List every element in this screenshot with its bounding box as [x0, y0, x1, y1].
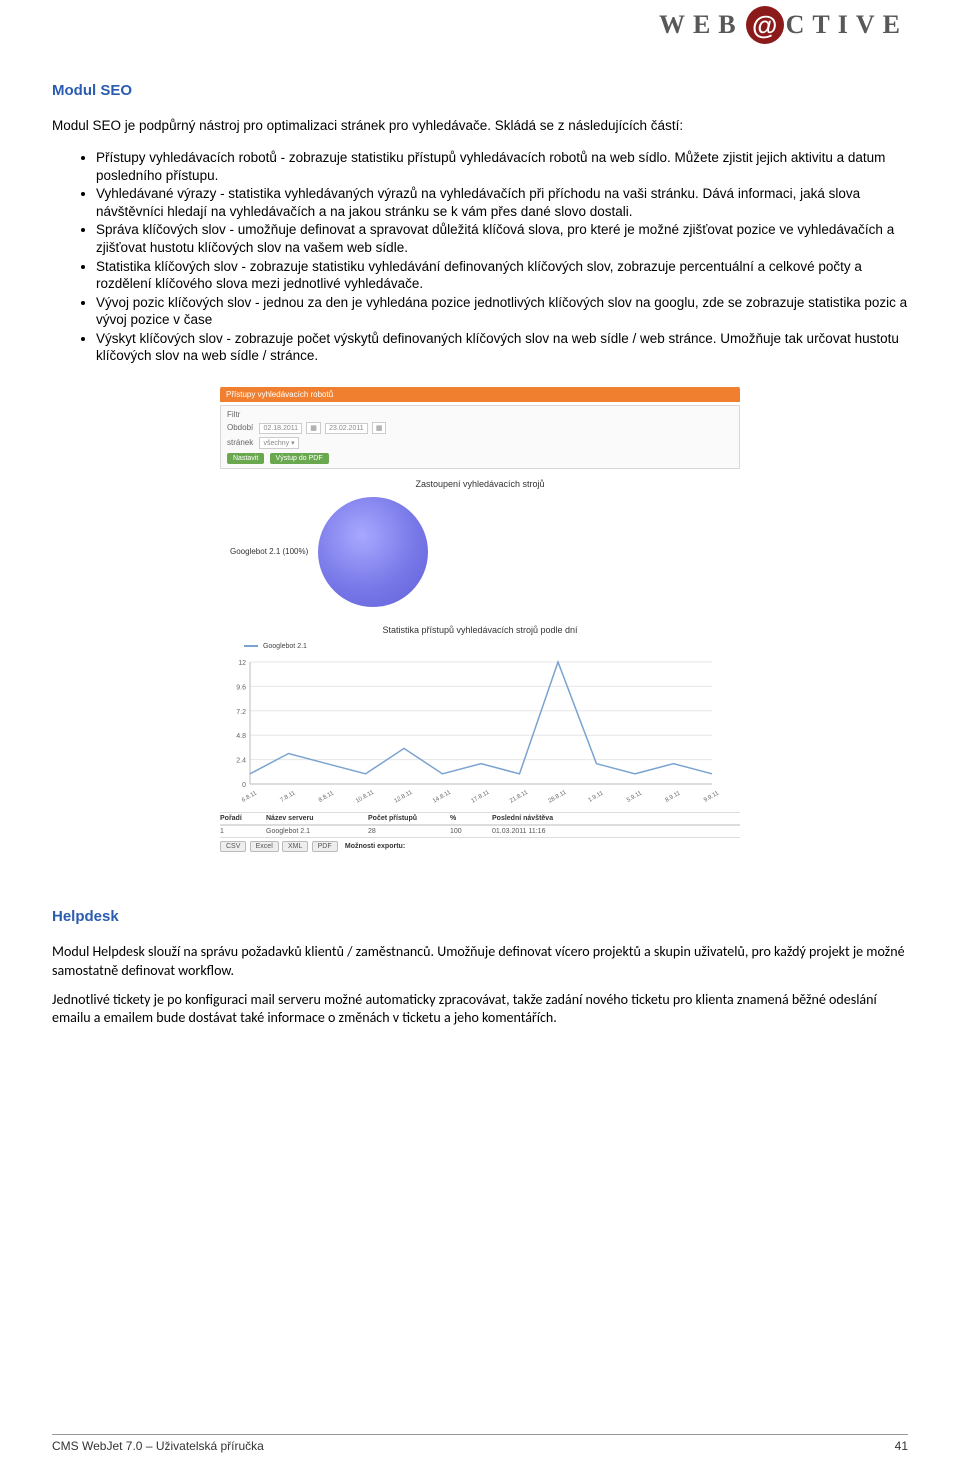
apply-filter-button[interactable]: Nastavit [227, 453, 264, 464]
export-label: Možnosti exportu: [345, 843, 405, 850]
cell-count: 28 [368, 828, 438, 835]
helpdesk-para1: Modul Helpdesk slouží na správu požadavk… [52, 943, 908, 981]
logo-part2: CTIVE [786, 10, 908, 40]
line-chart-legend: Googlebot 2.1 [244, 643, 740, 650]
svg-text:21.8.11: 21.8.11 [509, 789, 530, 804]
svg-text:7.8.11: 7.8.11 [279, 790, 297, 804]
col-count: Počet přístupů [368, 815, 438, 822]
svg-text:10.8.11: 10.8.11 [355, 789, 376, 804]
pie-chart: Googlebot 2.1 (100%) [230, 497, 740, 607]
panel-header: Přístupy vyhledávacích robotů [220, 387, 740, 402]
date-from-input[interactable]: 02.18.2011 [259, 423, 302, 434]
seo-bullet-list: Přístupy vyhledávacích robotů - zobrazuj… [52, 149, 908, 365]
legend-swatch [244, 645, 258, 647]
svg-text:12.8.11: 12.8.11 [394, 789, 415, 804]
cell-percent: 100 [450, 828, 480, 835]
page-footer: CMS WebJet 7.0 – Uživatelská příručka 41 [52, 1434, 908, 1453]
export-buttons: CSV Excel XML PDF Možnosti exportu: [220, 841, 740, 852]
svg-text:0: 0 [242, 782, 246, 789]
filter-server-label: stránek [227, 438, 253, 447]
export-csv-button[interactable]: CSV [220, 841, 246, 852]
export-pdf-button2[interactable]: PDF [312, 841, 338, 852]
footer-left: CMS WebJet 7.0 – Uživatelská příručka [52, 1439, 264, 1453]
svg-text:1.9.11: 1.9.11 [587, 790, 605, 804]
seo-dashboard-panel: Přístupy vyhledávacích robotů Filtr Obdo… [220, 387, 740, 852]
svg-text:2.4: 2.4 [236, 757, 246, 764]
pie-slice [318, 497, 428, 607]
line-chart: 12 9.6 7.2 4.8 2.4 06.8.11 7.8.11 8.8.11 10.8.11… [220, 656, 740, 806]
svg-text:4.8: 4.8 [236, 733, 246, 740]
svg-text:8.9.11: 8.9.11 [664, 790, 682, 804]
list-item: Správa klíčových slov - umožňuje definov… [96, 221, 908, 256]
date-to-input[interactable]: 23.02.2011 [325, 423, 368, 434]
list-item: Vyhledávané výrazy - statistika vyhledáv… [96, 185, 908, 220]
section-title-helpdesk: Helpdesk [52, 908, 908, 925]
pie-chart-title: Zastoupení vyhledávacích strojů [220, 479, 740, 489]
filter-date-label: Období [227, 423, 253, 432]
svg-text:14.8.11: 14.8.11 [432, 789, 453, 804]
seo-intro: Modul SEO je podpůrný nástroj pro optima… [52, 117, 908, 135]
cell-lastvisit: 01.03.2011 11:16 [492, 828, 592, 835]
svg-text:8.8.11: 8.8.11 [318, 790, 336, 804]
list-item: Statistika klíčových slov - zobrazuje st… [96, 258, 908, 293]
svg-text:17.8.11: 17.8.11 [471, 789, 492, 804]
col-percent: % [450, 815, 480, 822]
export-excel-button[interactable]: Excel [250, 841, 279, 852]
brand-logo: WEB @ CTIVE [659, 6, 908, 44]
table-row: 1 Googlebot 2.1 28 100 01.03.2011 11:16 [220, 825, 740, 838]
calendar-icon[interactable]: ▦ [306, 422, 321, 434]
svg-text:28.8.11: 28.8.11 [548, 789, 569, 804]
pie-slice-label: Googlebot 2.1 (100%) [230, 547, 308, 556]
filter-box: Filtr Období 02.18.2011 ▦ 23.02.2011 ▦ s… [220, 405, 740, 469]
col-lastvisit: Poslední návštěva [492, 815, 592, 822]
svg-text:6.8.11: 6.8.11 [241, 790, 259, 804]
svg-text:9.9.11: 9.9.11 [703, 790, 720, 804]
filter-label: Filtr [227, 410, 240, 419]
list-item: Přístupy vyhledávacích robotů - zobrazuj… [96, 149, 908, 184]
svg-text:9.6: 9.6 [236, 684, 246, 691]
calendar-icon[interactable]: ▦ [372, 422, 387, 434]
col-server: Název serveru [266, 815, 356, 822]
at-icon: @ [746, 6, 784, 44]
export-xml-button[interactable]: XML [282, 841, 308, 852]
export-pdf-button[interactable]: Výstup do PDF [270, 453, 329, 464]
section-title-seo: Modul SEO [52, 82, 908, 99]
helpdesk-para2: Jednotlivé tickety je po konfiguraci mai… [52, 991, 908, 1029]
svg-text:5.9.11: 5.9.11 [626, 790, 644, 804]
list-item: Vývoj pozic klíčových slov - jednou za d… [96, 294, 908, 329]
legend-label: Googlebot 2.1 [263, 643, 307, 650]
cell-server: Googlebot 2.1 [266, 828, 356, 835]
logo-part1: WEB [659, 10, 744, 40]
col-order: Pořadí [220, 815, 254, 822]
svg-text:7.2: 7.2 [236, 709, 246, 716]
list-item: Výskyt klíčových slov - zobrazuje počet … [96, 330, 908, 365]
footer-page-number: 41 [895, 1439, 908, 1453]
cell-order: 1 [220, 828, 254, 835]
line-chart-title: Statistika přístupů vyhledávacích strojů… [220, 625, 740, 635]
svg-text:12: 12 [238, 660, 246, 667]
server-select[interactable]: všechny ▾ [259, 437, 298, 449]
table-header-row: Pořadí Název serveru Počet přístupů % Po… [220, 812, 740, 825]
